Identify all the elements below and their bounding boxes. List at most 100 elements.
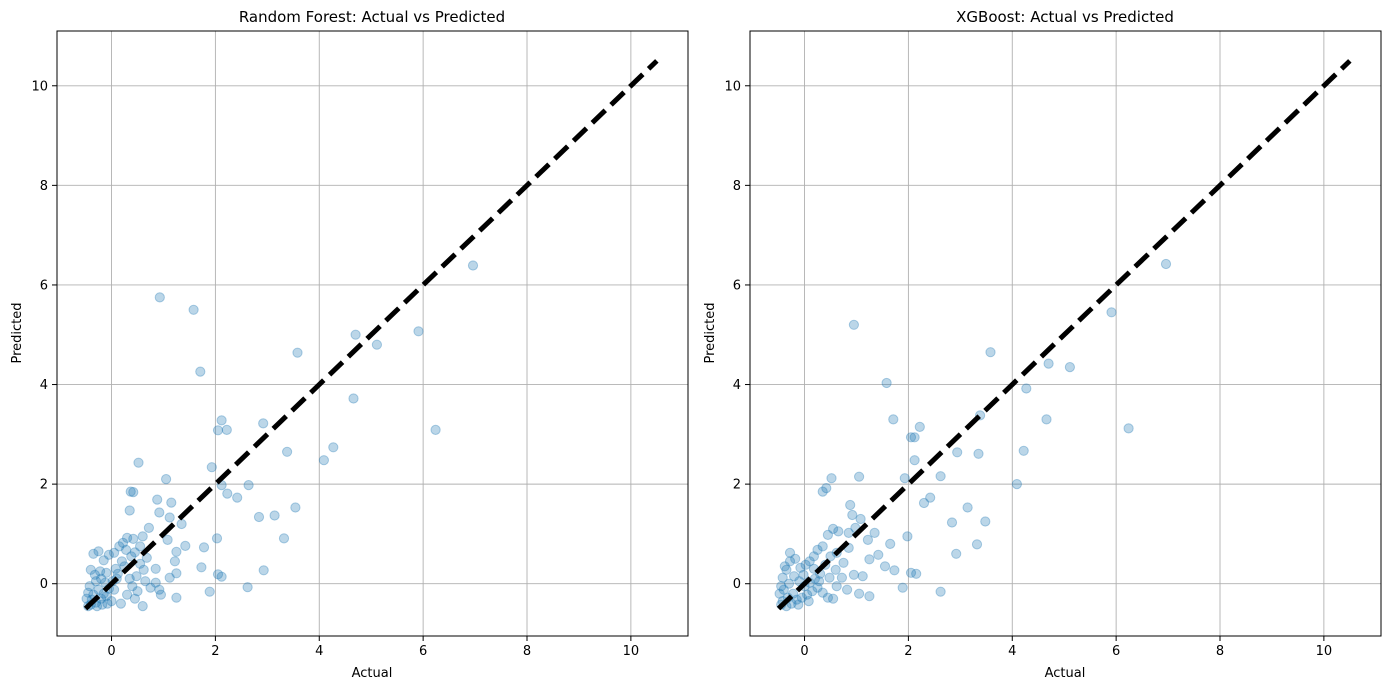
rf-scatter-point [109, 547, 120, 558]
xgb-scatter-point [790, 553, 801, 564]
rf-scatter-point [121, 544, 132, 556]
xgb-y-tick-label: 8 [733, 179, 741, 194]
xgb-scatter-point [822, 592, 834, 603]
rf-scatter-point [116, 556, 128, 567]
rf-scatter-point [169, 556, 180, 567]
rf-scatter-point [171, 592, 182, 603]
rf-scatter-point [129, 547, 140, 558]
xgb-scatter-point [795, 562, 806, 573]
xgb-scatter-point [1123, 423, 1134, 434]
rf-scatter-point [164, 572, 175, 583]
xgb-scatter-point [1160, 258, 1172, 270]
rf-scatter-point [124, 573, 135, 584]
rf-scatter-point [166, 497, 177, 508]
xgb-y-tick-label: 0 [733, 577, 741, 592]
xgb-scatter-point [812, 544, 823, 556]
xgb-scatter-point [848, 319, 860, 330]
rf-panel: Random Forest: Actual vs Predicted Actua… [10, 8, 689, 681]
rf-scatter-point [154, 292, 165, 303]
xgb-scatter-point [777, 572, 788, 583]
xgb-scatter-point [854, 471, 865, 482]
rf-scatter-point [292, 347, 303, 358]
xgb-scatter-point [971, 539, 983, 550]
xgb-scatter-point [842, 584, 853, 595]
xgb-scatter-point [1021, 383, 1032, 394]
rf-scatter-point [328, 442, 339, 453]
rf-scatter-point [110, 563, 121, 574]
xgb-scatter-point [899, 473, 910, 484]
rf-chart-title: Random Forest: Actual vs Predicted [239, 8, 505, 26]
rf-scatter-point [145, 582, 156, 593]
rf-y-tick-label: 4 [40, 378, 48, 393]
xgb-scatter-point [800, 559, 811, 570]
xgb-scatter-point [821, 483, 832, 494]
xgb-chart-title: XGBoost: Actual vs Predicted [956, 8, 1174, 26]
rf-scatter-point [124, 505, 135, 516]
rf-scatter-point [154, 584, 165, 595]
rf-scatter-point [106, 596, 117, 607]
xgb-scatter-point [830, 564, 841, 575]
rf-scatter-point [282, 446, 293, 457]
rf-scatter-point [97, 599, 108, 610]
xgb-scatter-point [798, 569, 809, 580]
rf-y-tick-label: 2 [40, 478, 48, 493]
rf-scatter-point [114, 541, 125, 552]
xgb-y-tick-label: 10 [724, 79, 741, 94]
xgb-scatter-point [952, 447, 963, 458]
xgb-scatter-point [935, 586, 946, 597]
rf-ideal-line [83, 59, 659, 611]
rf-scatter-point [81, 593, 92, 604]
xgb-scatter-point [817, 486, 828, 497]
xgb-scatter-point [778, 584, 789, 595]
rf-scatter-point [152, 494, 163, 505]
xgb-scatter-point [826, 473, 837, 484]
xgb-scatter-point [869, 527, 880, 539]
xgb-scatter-point [864, 591, 875, 602]
xgb-scatter-point [791, 594, 802, 605]
rf-scatter-point [117, 537, 129, 549]
rf-scatter-point [91, 601, 103, 612]
xgb-scatter-point [807, 586, 818, 597]
xgb-y-tick-label: 4 [733, 378, 741, 393]
xgb-panel: XGBoost: Actual vs Predicted Actual Pred… [703, 8, 1382, 681]
rf-scatter-point [133, 457, 144, 468]
rf-y-tick-label: 10 [31, 79, 48, 94]
xgb-scatter-point [836, 572, 848, 583]
xgb-scatter-point [838, 557, 849, 568]
xgb-scatter-point [905, 432, 917, 443]
rf-scatter-point [128, 487, 139, 498]
rf-scatter-point [216, 571, 227, 582]
rf-scatter-point [171, 568, 182, 579]
rf-scatter-point [128, 533, 139, 545]
xgb-scatter-point [1043, 358, 1054, 369]
rf-scatter-point [204, 586, 215, 597]
rf-scatter-point [132, 586, 143, 597]
xgb-scatter-point [918, 497, 930, 509]
rf-y-tick-label: 8 [40, 179, 48, 194]
xgb-scatter-point [925, 492, 936, 503]
xgb-x-tick-label: 10 [1316, 644, 1333, 659]
rf-scatter-point [83, 587, 94, 598]
xgb-scatter-point [1011, 479, 1023, 490]
rf-scatter-point [96, 573, 107, 584]
rf-scatter-point [90, 576, 102, 587]
rf-scatter-point [253, 511, 265, 523]
xgb-scatter-point [796, 592, 808, 603]
rf-scatter-point [216, 415, 227, 426]
rf-scatter-point [171, 546, 182, 557]
xgb-scatter-point [784, 556, 796, 567]
rf-scatter-point [112, 568, 123, 579]
rf-scatter-point [88, 548, 99, 559]
xgb-ideal-line [776, 59, 1352, 611]
rf-x-axis-label: Actual [352, 666, 393, 681]
xgb-x-tick-label: 8 [1216, 644, 1224, 659]
rf-scatter-point [127, 581, 138, 592]
rf-scatter-point [221, 424, 232, 435]
rf-scatter-point [150, 563, 161, 574]
rf-scatter-point [135, 541, 146, 552]
rf-scatter-point [371, 339, 382, 350]
rf-scatter-point [85, 564, 96, 575]
rf-scatter-point [129, 593, 140, 604]
rf-scatter-point [164, 512, 175, 523]
